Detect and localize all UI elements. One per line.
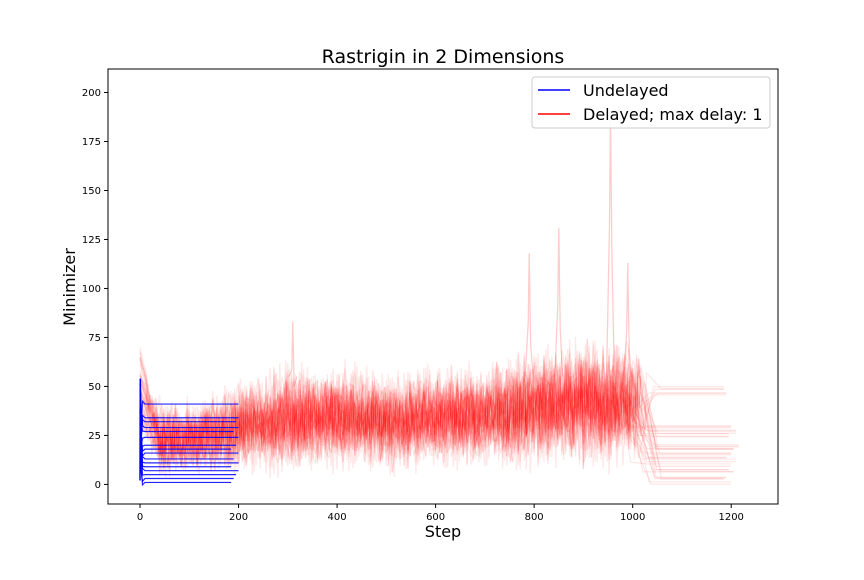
- plot-frame: [107, 68, 779, 505]
- delayed-run-line: [139, 355, 734, 473]
- delayed-run-line: [139, 354, 732, 478]
- x-tick-label: 1000: [620, 512, 645, 523]
- legend-label-undelayed: Undelayed: [583, 81, 669, 100]
- delayed-run-line: [139, 354, 724, 472]
- y-axis-label: Minimizer: [60, 248, 79, 326]
- x-tick-label: 600: [426, 512, 445, 523]
- delayed-run-line: [139, 344, 739, 476]
- delayed-run-line: [139, 350, 727, 479]
- delayed-run-line: [139, 344, 732, 468]
- delayed-run-line: [139, 349, 734, 473]
- delayed-run-line: [139, 348, 724, 480]
- delayed-run-line: [139, 353, 729, 475]
- delayed-run-line: [139, 346, 732, 467]
- delayed-run-line: [139, 350, 732, 468]
- chart-title: Rastrigin in 2 Dimensions: [322, 46, 565, 68]
- delayed-run-line: [139, 364, 734, 473]
- delayed-spike: [288, 321, 298, 387]
- series-undelayed: [139, 378, 239, 487]
- undelayed-initial-spike: [139, 378, 143, 481]
- delayed-run-line: [139, 357, 724, 476]
- y-tick-label: 200: [82, 88, 101, 99]
- x-tick-label: 400: [328, 512, 347, 523]
- plot-area: [139, 112, 739, 487]
- y-tick-label: 25: [88, 431, 101, 442]
- delayed-run-line: [139, 350, 727, 479]
- delayed-spike: [524, 253, 534, 377]
- delayed-run-line: [139, 346, 729, 474]
- legend: Undelayed Delayed; max delay: 1: [531, 76, 771, 129]
- delayed-spike: [554, 227, 564, 377]
- x-tick-label: 200: [229, 512, 248, 523]
- delayed-run-line: [139, 340, 724, 480]
- delayed-run-line: [139, 338, 727, 474]
- delayed-spike: [605, 112, 616, 377]
- y-tick-label: 100: [82, 284, 101, 295]
- x-tick-label: 800: [525, 512, 544, 523]
- x-tick-label: 0: [137, 512, 143, 523]
- delayed-run-line: [139, 344, 724, 468]
- y-tick-label: 50: [88, 382, 101, 393]
- delayed-run-line: [139, 349, 739, 474]
- delayed-spike: [623, 262, 633, 377]
- x-axis: 0 200 400 600 800 1000 1200: [137, 504, 744, 523]
- x-axis-label: Step: [425, 522, 461, 541]
- legend-box: [531, 76, 771, 129]
- delayed-run-line: [139, 352, 732, 470]
- delayed-run-line: [139, 359, 739, 474]
- y-tick-label: 75: [88, 333, 101, 344]
- delayed-run-line: [139, 350, 734, 474]
- x-tick-label: 1200: [718, 512, 743, 523]
- y-tick-label: 175: [82, 137, 101, 148]
- delayed-run-line: [139, 344, 729, 471]
- delayed-run-line: [139, 355, 727, 468]
- y-tick-label: 125: [82, 235, 101, 246]
- legend-label-delayed: Delayed; max delay: 1: [583, 105, 763, 124]
- delayed-run-line: [139, 355, 732, 467]
- y-tick-label: 150: [82, 186, 101, 197]
- delayed-run-line: [139, 361, 737, 470]
- delayed-run-line: [139, 340, 729, 472]
- y-tick-label: 0: [95, 480, 101, 491]
- delayed-run-line: [139, 351, 727, 478]
- delayed-run-line: [139, 339, 727, 475]
- y-axis: 0 25 50 75 100 125 150 175 200: [82, 88, 108, 491]
- delayed-run-line: [139, 336, 732, 472]
- delayed-run-line: [139, 353, 737, 467]
- delayed-run-line: [139, 355, 732, 485]
- series-delayed: [139, 112, 739, 485]
